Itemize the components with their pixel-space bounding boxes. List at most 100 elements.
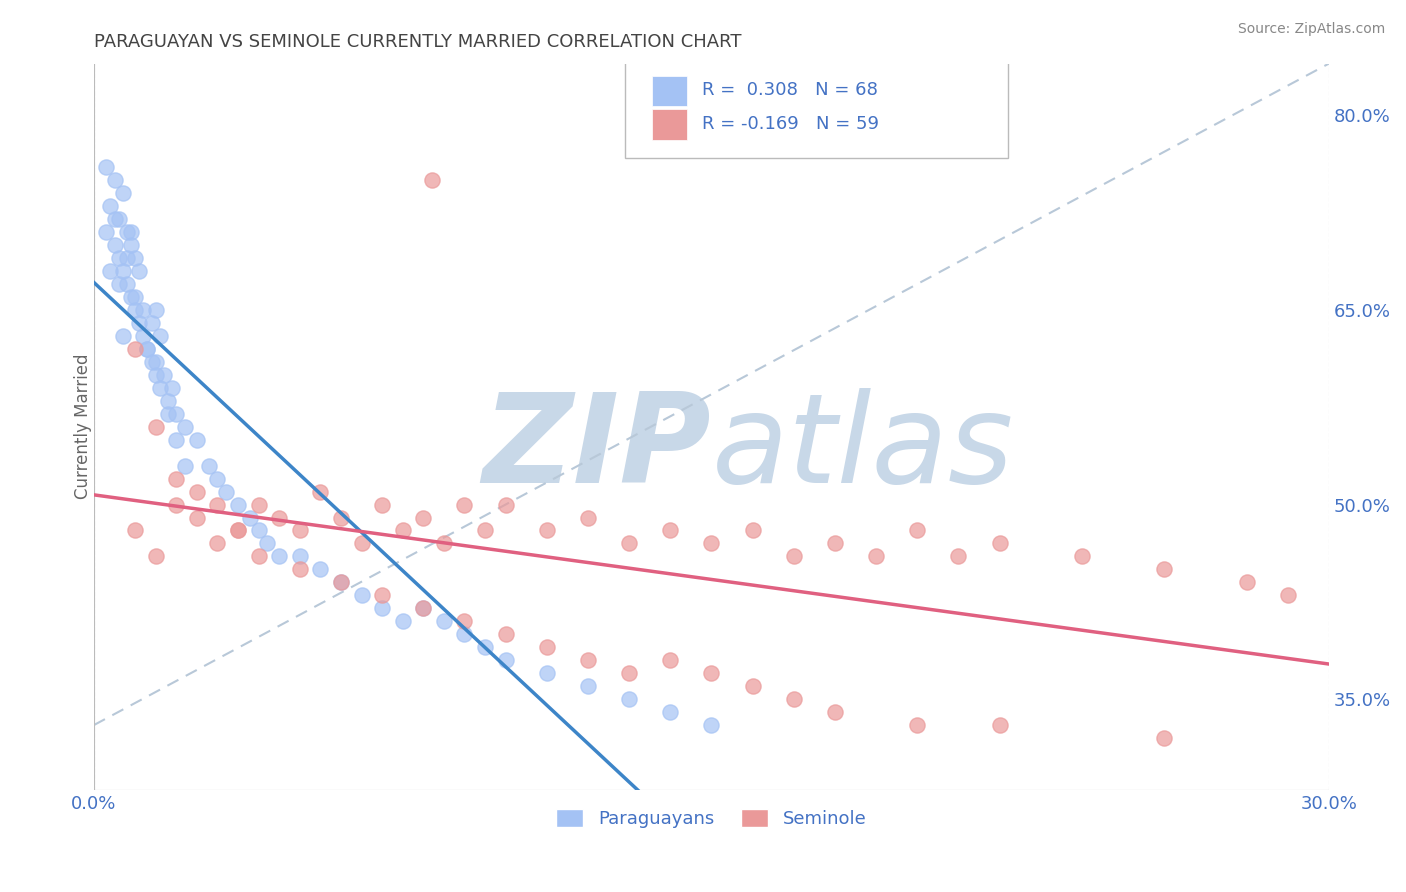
Point (207, 472, 229, 486)
Point (1153, 562, 1175, 576)
Point (173, 458, 195, 473)
Point (128, 264, 150, 278)
Point (120, 225, 142, 239)
Point (149, 381, 172, 395)
Point (700, 536, 723, 550)
Point (165, 472, 187, 486)
Point (536, 524, 558, 538)
Point (145, 355, 167, 369)
Point (391, 524, 413, 538)
Point (107, 251, 129, 265)
Point (107, 212, 129, 227)
Point (659, 705, 682, 719)
Point (124, 342, 146, 356)
Point (329, 575, 352, 590)
Point (111, 264, 134, 278)
Point (226, 524, 249, 538)
Point (350, 536, 373, 550)
Text: ZIP: ZIP (482, 388, 711, 509)
Point (371, 588, 394, 602)
Point (186, 510, 208, 524)
Point (1071, 549, 1094, 564)
Point (247, 498, 270, 512)
Point (824, 705, 846, 719)
Point (165, 433, 187, 447)
Point (617, 692, 640, 706)
Point (141, 355, 163, 369)
Point (495, 653, 517, 667)
Point (371, 498, 394, 512)
Point (433, 615, 456, 629)
Point (536, 666, 558, 681)
Point (309, 562, 332, 576)
Point (659, 524, 682, 538)
Point (226, 498, 249, 512)
Point (412, 601, 434, 615)
Point (124, 251, 146, 265)
Point (1153, 731, 1175, 745)
Point (495, 498, 517, 512)
Point (145, 368, 167, 382)
Point (100, 199, 122, 213)
Point (239, 510, 262, 524)
Point (111, 329, 134, 343)
Legend: Paraguayans, Seminole: Paraguayans, Seminole (550, 802, 873, 836)
Point (128, 316, 150, 330)
Point (700, 718, 723, 732)
Point (107, 277, 129, 291)
Point (186, 484, 208, 499)
Point (783, 692, 806, 706)
Point (145, 549, 167, 564)
Point (256, 536, 278, 550)
Point (157, 393, 180, 408)
FancyBboxPatch shape (626, 56, 1008, 158)
Point (288, 524, 311, 538)
Point (226, 524, 249, 538)
Point (412, 510, 434, 524)
Point (783, 549, 806, 564)
Point (247, 549, 270, 564)
Point (215, 484, 238, 499)
Point (412, 601, 434, 615)
Point (120, 238, 142, 252)
Y-axis label: Currently Married: Currently Married (75, 354, 91, 500)
Text: R =  0.308   N = 68: R = 0.308 N = 68 (702, 81, 877, 99)
Point (103, 238, 125, 252)
Point (145, 302, 167, 317)
Point (96, 161, 118, 175)
Point (103, 173, 125, 187)
Point (207, 498, 229, 512)
Point (988, 536, 1011, 550)
Point (905, 718, 928, 732)
Point (617, 666, 640, 681)
Point (824, 536, 846, 550)
Point (103, 212, 125, 227)
Point (576, 679, 599, 693)
Point (100, 264, 122, 278)
Point (165, 498, 187, 512)
Point (309, 484, 332, 499)
Point (948, 549, 970, 564)
Point (741, 679, 763, 693)
Point (124, 290, 146, 304)
Point (136, 342, 159, 356)
Point (124, 302, 146, 317)
Point (165, 407, 187, 421)
Point (391, 615, 413, 629)
Point (329, 575, 352, 590)
Point (741, 524, 763, 538)
Text: PARAGUAYAN VS SEMINOLE CURRENTLY MARRIED CORRELATION CHART: PARAGUAYAN VS SEMINOLE CURRENTLY MARRIED… (94, 33, 741, 51)
Point (420, 173, 443, 187)
Point (288, 549, 311, 564)
Point (157, 407, 180, 421)
Point (173, 419, 195, 434)
Point (186, 433, 208, 447)
Point (1236, 575, 1258, 590)
Point (198, 458, 221, 473)
Point (269, 510, 291, 524)
Point (1277, 588, 1299, 602)
Point (536, 640, 558, 655)
Point (96, 225, 118, 239)
Point (988, 718, 1011, 732)
Point (115, 251, 138, 265)
